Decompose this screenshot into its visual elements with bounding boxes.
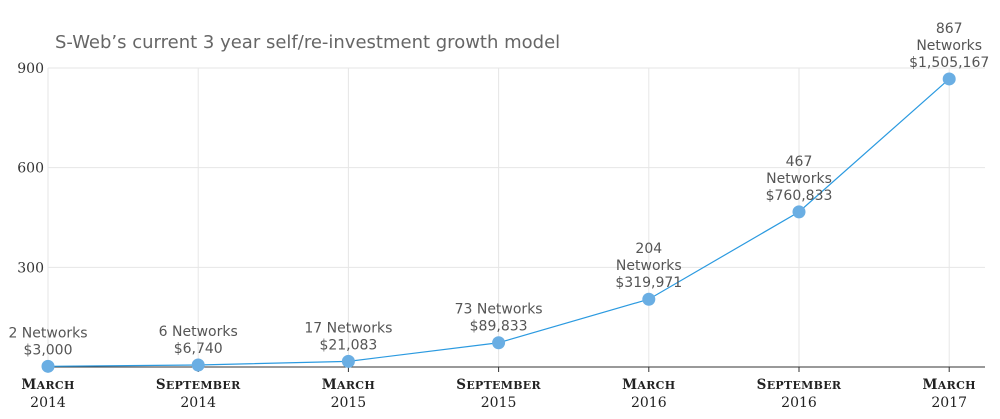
data-point bbox=[642, 292, 656, 306]
x-tick-label-year: 2016 bbox=[781, 395, 817, 411]
x-tick-label-year: 2016 bbox=[631, 395, 667, 411]
data-point bbox=[942, 72, 956, 86]
data-label: $1,505,167 bbox=[909, 55, 989, 71]
data-label: $6,740 bbox=[174, 341, 223, 357]
y-tick-label: 600 bbox=[17, 161, 44, 177]
data-label: 867 bbox=[936, 21, 963, 37]
data-point bbox=[341, 354, 355, 368]
y-tick-label: 900 bbox=[17, 61, 44, 77]
grid bbox=[47, 67, 985, 367]
x-tick-label-month: SEPTEMBER bbox=[456, 377, 541, 393]
chart-title: S-Web’s current 3 year self/re-investmen… bbox=[55, 32, 560, 53]
x-tick-label-month: SEPTEMBER bbox=[156, 377, 241, 393]
data-label: 467 bbox=[786, 154, 813, 170]
data-label: 73 Networks bbox=[455, 302, 543, 318]
data-label: 204 bbox=[635, 241, 662, 257]
data-label: Networks bbox=[616, 258, 682, 274]
x-axis-ticks: MARCH 2014 SEPTEMBER 2014 MARCH 2015 SEPTEMBER… bbox=[21, 377, 975, 411]
data-labels: 2 Networks$3,000 6 Networks$6,740 17 Netwo… bbox=[8, 21, 989, 358]
x-tick-label-year: 2017 bbox=[931, 395, 967, 411]
data-label: $89,833 bbox=[470, 319, 528, 335]
data-label: Networks bbox=[766, 171, 832, 187]
series bbox=[41, 72, 956, 373]
x-tick-label-month: SEPTEMBER bbox=[757, 377, 842, 393]
data-label: 6 Networks bbox=[159, 324, 238, 340]
x-tick-label-month: MARCH bbox=[21, 377, 74, 393]
x-tick-label-month: MARCH bbox=[923, 377, 976, 393]
data-label: Networks bbox=[916, 38, 982, 54]
y-axis-ticks: 300 600 900 bbox=[17, 61, 44, 276]
x-tick-label-month: MARCH bbox=[622, 377, 675, 393]
axes bbox=[47, 366, 985, 372]
x-tick-label-year: 2015 bbox=[481, 395, 517, 411]
data-point bbox=[792, 205, 806, 219]
data-label: 17 Networks bbox=[304, 320, 392, 336]
data-label: $319,971 bbox=[615, 275, 682, 291]
data-point bbox=[41, 359, 55, 373]
y-tick-label: 300 bbox=[17, 260, 44, 276]
data-point bbox=[492, 336, 506, 350]
x-tick-label-year: 2014 bbox=[30, 395, 66, 411]
data-label: 2 Networks bbox=[8, 325, 87, 341]
data-label: $21,083 bbox=[319, 337, 377, 353]
data-label: $3,000 bbox=[24, 342, 73, 358]
data-label: $760,833 bbox=[766, 188, 833, 204]
data-point bbox=[191, 358, 205, 372]
x-tick-label-month: MARCH bbox=[322, 377, 375, 393]
x-tick-label-year: 2015 bbox=[331, 395, 367, 411]
x-tick-label-year: 2014 bbox=[180, 395, 216, 411]
